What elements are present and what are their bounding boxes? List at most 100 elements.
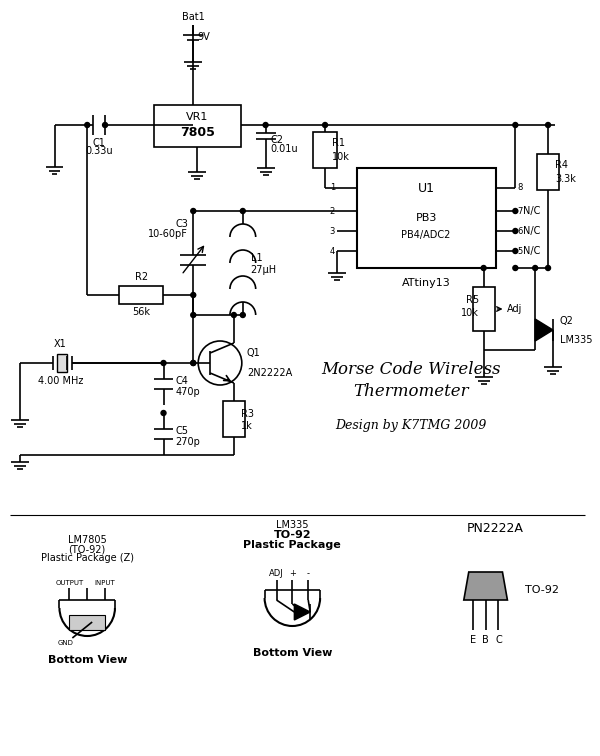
Circle shape — [263, 122, 268, 128]
Text: 270p: 270p — [175, 437, 200, 447]
Bar — [473, 287, 494, 331]
Text: B: B — [482, 635, 489, 645]
Text: 2: 2 — [330, 206, 335, 215]
Text: 10k: 10k — [461, 308, 479, 318]
Text: X1: X1 — [54, 339, 67, 349]
Circle shape — [513, 249, 518, 253]
Bar — [537, 153, 559, 190]
Text: Bottom View: Bottom View — [47, 655, 127, 665]
Circle shape — [191, 361, 196, 365]
Circle shape — [232, 312, 236, 318]
Text: 1: 1 — [330, 184, 335, 193]
Text: L1: L1 — [251, 253, 262, 263]
Circle shape — [241, 312, 245, 318]
Text: PB4/ADC2: PB4/ADC2 — [401, 230, 451, 240]
Text: R5: R5 — [466, 295, 479, 305]
Text: Q2: Q2 — [560, 316, 574, 326]
Text: N/C: N/C — [523, 206, 541, 216]
Bar — [223, 401, 245, 437]
Text: C1: C1 — [92, 138, 106, 148]
Text: 7805: 7805 — [180, 126, 215, 140]
Circle shape — [191, 312, 196, 318]
Text: 4.00 MHz: 4.00 MHz — [38, 376, 83, 386]
Text: OUTPUT: OUTPUT — [55, 580, 83, 586]
Text: PN2222A: PN2222A — [467, 522, 524, 535]
Text: 2N2222A: 2N2222A — [247, 368, 292, 378]
Text: C: C — [495, 635, 502, 645]
Text: 0.33u: 0.33u — [85, 146, 113, 156]
Polygon shape — [464, 572, 508, 600]
Text: PB3: PB3 — [415, 213, 437, 223]
Text: 7: 7 — [517, 206, 523, 215]
Circle shape — [241, 209, 245, 213]
Text: -: - — [307, 569, 310, 578]
Text: 3: 3 — [329, 227, 335, 236]
Bar — [119, 286, 163, 304]
Bar — [357, 168, 496, 268]
Circle shape — [161, 361, 166, 365]
Text: 0.01u: 0.01u — [271, 144, 298, 154]
Text: (TO-92): (TO-92) — [68, 544, 106, 554]
Circle shape — [513, 209, 518, 213]
Text: U1: U1 — [418, 181, 434, 194]
Circle shape — [513, 228, 518, 234]
Bar — [58, 354, 67, 372]
Text: LM335: LM335 — [560, 335, 592, 345]
Circle shape — [191, 361, 196, 365]
Text: Design by K7TMG 2009: Design by K7TMG 2009 — [335, 419, 487, 432]
Text: Q1: Q1 — [247, 348, 260, 358]
Text: 470p: 470p — [175, 387, 200, 397]
Text: 4: 4 — [330, 246, 335, 256]
Bar — [154, 105, 241, 147]
Text: 10k: 10k — [332, 152, 350, 162]
Text: 27μH: 27μH — [251, 265, 277, 275]
Text: C2: C2 — [271, 135, 284, 145]
Text: INPUT: INPUT — [95, 580, 115, 586]
Text: TO-92: TO-92 — [525, 585, 559, 595]
Text: E: E — [470, 635, 476, 645]
Text: Adj: Adj — [508, 304, 523, 314]
Text: R4: R4 — [555, 160, 568, 169]
Text: +: + — [289, 569, 296, 578]
Text: C3: C3 — [175, 219, 188, 229]
Text: N/C: N/C — [523, 226, 541, 236]
Text: 10-60pF: 10-60pF — [148, 229, 188, 239]
Text: 8: 8 — [517, 184, 523, 193]
Text: Plastic Package: Plastic Package — [244, 540, 341, 550]
Text: Bottom View: Bottom View — [253, 648, 332, 658]
Text: 6: 6 — [517, 227, 523, 236]
Text: ADJ: ADJ — [269, 569, 284, 578]
Text: N/C: N/C — [523, 246, 541, 256]
Circle shape — [513, 265, 518, 271]
Text: VR1: VR1 — [186, 112, 208, 122]
Text: R2: R2 — [134, 272, 148, 282]
Text: Morse Code Wireless: Morse Code Wireless — [322, 361, 501, 379]
Bar — [70, 615, 105, 630]
Polygon shape — [295, 604, 310, 620]
Circle shape — [191, 209, 196, 213]
Circle shape — [533, 265, 538, 271]
Circle shape — [513, 122, 518, 128]
Text: 56k: 56k — [132, 307, 150, 317]
Text: 9V: 9V — [197, 32, 210, 42]
Text: C4: C4 — [175, 376, 188, 386]
Text: GND: GND — [58, 640, 73, 646]
Circle shape — [545, 265, 551, 271]
Text: Thermometer: Thermometer — [353, 383, 469, 401]
Text: 5: 5 — [517, 246, 523, 256]
Text: LM7805: LM7805 — [68, 535, 107, 545]
Text: Bat1: Bat1 — [182, 12, 205, 22]
Text: R1: R1 — [332, 138, 345, 148]
Text: 3.3k: 3.3k — [555, 173, 576, 184]
Circle shape — [103, 122, 107, 128]
Text: C5: C5 — [175, 426, 188, 436]
Circle shape — [323, 122, 328, 128]
Polygon shape — [535, 319, 553, 341]
Text: Plastic Package (Z): Plastic Package (Z) — [41, 553, 134, 563]
Circle shape — [161, 411, 166, 416]
Text: LM335: LM335 — [276, 520, 308, 530]
Circle shape — [481, 265, 486, 271]
Text: ATtiny13: ATtiny13 — [402, 278, 451, 288]
Circle shape — [191, 293, 196, 298]
Text: 1k: 1k — [241, 421, 253, 431]
